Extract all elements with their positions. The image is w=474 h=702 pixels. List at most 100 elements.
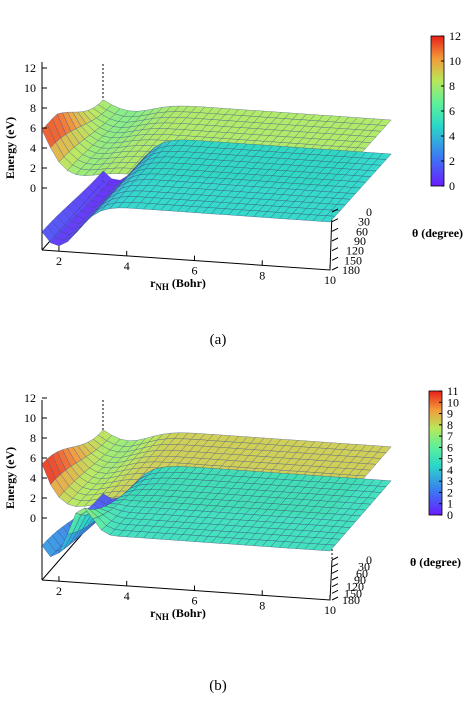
panel-a-y-axis-label: θ (degree) bbox=[412, 226, 463, 240]
panel-b-theta-tick-mark bbox=[331, 576, 339, 581]
panel-b-z-axis-label: Energy (eV) bbox=[3, 447, 17, 509]
panel-a-theta-tick-mark bbox=[331, 218, 339, 223]
panel-b-theta-tick-mark bbox=[331, 569, 339, 574]
panel-b-x-tick-label: 2 bbox=[56, 584, 62, 598]
panel-b-x-tick-label: 6 bbox=[191, 594, 197, 608]
panel-b-colorbar-tick-label: 10 bbox=[447, 395, 459, 409]
panel-a-theta-tick-label: 150 bbox=[344, 253, 362, 267]
panel-a-colorbar-tick-label: 12 bbox=[449, 29, 461, 43]
panel-a-z-tick-label: 6 bbox=[30, 121, 36, 135]
panel-b-x-axis-label-rest: (Bohr) bbox=[169, 606, 206, 620]
panel-b-z-tick-label: 0 bbox=[30, 511, 36, 525]
panel-a-theta-tick-label: 0 bbox=[366, 205, 372, 219]
panel-b-colorbar-tick-label: 9 bbox=[447, 407, 453, 421]
panel-b-colorbar-tick-label: 0 bbox=[447, 508, 453, 522]
panel-a-theta-tick-mark bbox=[331, 256, 339, 261]
panel-b-theta-tick-label: 150 bbox=[344, 586, 362, 600]
panel-a-x-tick-label: 6 bbox=[191, 264, 197, 278]
panel-b-z-tick-label: 6 bbox=[30, 451, 36, 465]
panel-b-colorbar-tick-label: 3 bbox=[447, 474, 453, 488]
panel-a-theta-tick-mark bbox=[331, 208, 339, 213]
panel-b-theta-tick-mark bbox=[331, 556, 339, 561]
panel-a-colorbar-tick-label: 8 bbox=[449, 79, 455, 93]
panel-b-theta-tick-label: 120 bbox=[346, 580, 364, 594]
panel-b-colorbar-tick-label: 2 bbox=[447, 485, 453, 499]
panel-b-colorbar-tick-label: 5 bbox=[447, 452, 453, 466]
panel-a-colorbar-tick-label: 0 bbox=[449, 179, 455, 193]
panel-b-y-axis-label: θ (degree) bbox=[410, 555, 461, 569]
panel-b-label: (b) bbox=[209, 678, 227, 694]
panel-a-x-tick-label: 8 bbox=[259, 268, 265, 282]
panel-b-colorbar-tick-label: 7 bbox=[447, 429, 453, 443]
panel-a-theta-tick-label: 30 bbox=[358, 215, 370, 229]
panel-a-colorbar: 0 2 4 6 8 10 12 bbox=[430, 29, 461, 193]
panel-b-x-axis-label: rNH (Bohr) bbox=[150, 606, 206, 622]
panel-b-colorbar-tick-label: 11 bbox=[447, 384, 459, 398]
panel-b-theta-tick-label: 180 bbox=[342, 593, 360, 607]
panel-b-x-tick-label: 8 bbox=[259, 598, 265, 612]
panel-b-theta-tick-label: 30 bbox=[358, 560, 370, 574]
panel-b-z-tick-label: 10 bbox=[24, 411, 36, 425]
panel-a-surface-1 bbox=[41, 139, 392, 247]
panel-a-x-axis-label-main: r bbox=[150, 276, 156, 290]
panel-a-theta-tick-label: 120 bbox=[346, 244, 364, 258]
panel-b-theta-tick-mark bbox=[331, 563, 339, 568]
panel-b-x-tick-label: 10 bbox=[324, 603, 336, 617]
panel-a-theta-tick-label: 180 bbox=[342, 263, 360, 277]
panel-a-z-tick-label: 10 bbox=[24, 81, 36, 95]
panel-a-colorbar-tick-label: 6 bbox=[449, 104, 455, 118]
panel-a-label: (a) bbox=[210, 332, 227, 348]
panel-a-colorbar-tick-label: 10 bbox=[449, 54, 461, 68]
panel-b-colorbar-gradient bbox=[428, 390, 443, 516]
panel-b-colorbar-tick-label: 4 bbox=[447, 463, 453, 477]
panel-b-colorbar-tick-label: 8 bbox=[447, 418, 453, 432]
panel-a-colorbar-tick-label: 4 bbox=[449, 129, 455, 143]
panel-a-x-tick-label: 10 bbox=[324, 273, 336, 287]
panel-a-theta-tick-label: 90 bbox=[354, 234, 366, 248]
panel-b-x-tick-label: 4 bbox=[124, 589, 130, 603]
panel-a-z-tick-label: 0 bbox=[30, 181, 36, 195]
panel-b-theta-tick-mark bbox=[331, 596, 339, 601]
panel-a-surface-1-cell bbox=[321, 215, 336, 223]
panel-a-colorbar-ticks: 0 2 4 6 8 10 12 bbox=[441, 29, 461, 193]
panel-a-theta-tick-mark bbox=[331, 266, 339, 271]
panel-a-theta-tick-mark bbox=[331, 227, 339, 232]
panel-a-z-tick-label: 12 bbox=[24, 61, 36, 75]
panel-b-colorbar-tick-label: 6 bbox=[447, 440, 453, 454]
panel-a-z-tick-label: 8 bbox=[30, 101, 36, 115]
panel-a-z-tick-label: 2 bbox=[30, 161, 36, 175]
panel-b-theta-tick-mark bbox=[331, 589, 339, 594]
panel-b-theta-tick-label: 90 bbox=[354, 573, 366, 587]
panel-b-z-tick-label: 8 bbox=[30, 431, 36, 445]
panel-a-x-tick-label: 2 bbox=[56, 254, 62, 268]
panel-a-colorbar-tick-label: 2 bbox=[449, 154, 455, 168]
panel-b-surface-1-cell bbox=[321, 544, 336, 552]
panel-b-z-tick-label: 4 bbox=[30, 471, 36, 485]
panel-b-theta-tick-label: 0 bbox=[366, 553, 372, 567]
panel-a-x-axis-label: rNH (Bohr) bbox=[150, 276, 206, 292]
panel-a-x-axis-label-sub: NH bbox=[155, 282, 169, 292]
panel-b-surface-1 bbox=[41, 466, 392, 557]
panel-a-z-tick-label: 4 bbox=[30, 141, 36, 155]
panel-b-z-tick-label: 2 bbox=[30, 491, 36, 505]
panel-a-x-axis-label-rest: (Bohr) bbox=[169, 276, 206, 290]
panel-b-theta-tick-mark bbox=[331, 583, 339, 588]
panel-b-theta-tick-label: 60 bbox=[356, 566, 368, 580]
panel-b-x-axis-label-main: r bbox=[150, 606, 156, 620]
panel-a-z-axis-label: Energy (eV) bbox=[3, 117, 17, 179]
panel-b-surfaces bbox=[41, 429, 392, 557]
panel-a-theta-tick-mark bbox=[331, 247, 339, 252]
panel-a-surfaces bbox=[41, 99, 392, 247]
panel-b-x-axis-label-sub: NH bbox=[155, 612, 169, 622]
panel-b-colorbar-tick-label: 1 bbox=[447, 497, 453, 511]
panel-a-theta-tick-mark bbox=[331, 237, 339, 242]
panel-a-x-tick-label: 4 bbox=[124, 259, 130, 273]
panel-b-z-tick-label: 12 bbox=[24, 391, 36, 405]
